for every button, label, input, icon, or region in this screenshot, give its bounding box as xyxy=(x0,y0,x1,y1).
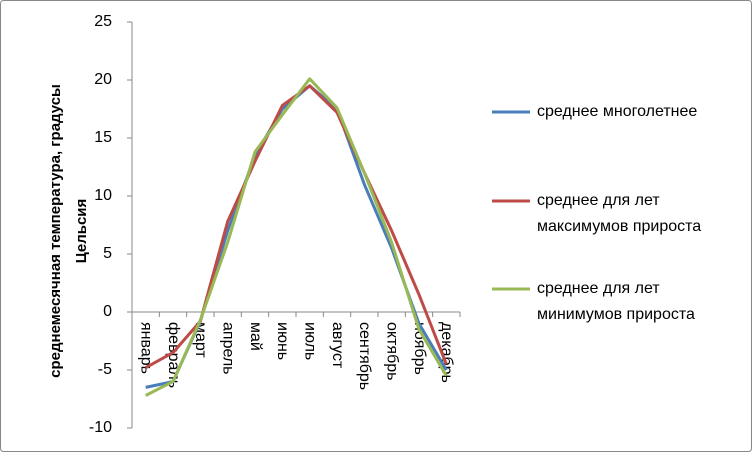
y-tick-label: -5 xyxy=(98,361,112,378)
x-tick-label: май xyxy=(247,322,264,351)
y-tick-label: 25 xyxy=(94,13,112,30)
y-tick-label: -10 xyxy=(89,419,112,436)
y-tick-label: 10 xyxy=(94,187,112,204)
x-tick-label: январь xyxy=(137,322,154,374)
y-tick-label: 5 xyxy=(103,245,112,262)
x-tick-label: июнь xyxy=(274,322,291,360)
x-tick-label: сентябрь xyxy=(356,322,373,390)
y-tick-label: 15 xyxy=(94,129,112,146)
y-tick-label: 0 xyxy=(103,303,112,320)
legend-label: среднее для лет максимумов прироста xyxy=(537,192,702,235)
series-line xyxy=(144,77,448,397)
legend-label: среднее многолетнее xyxy=(537,103,698,120)
legend-label: среднее для лет минимумов прироста xyxy=(537,280,695,323)
y-tick-label: 20 xyxy=(94,71,112,88)
x-tick-label: август xyxy=(329,322,346,369)
x-tick-label: октябрь xyxy=(383,322,400,380)
y-axis-title: среднемесячная температура, градусы Цель… xyxy=(47,84,90,378)
x-tick-label: июль xyxy=(301,322,318,360)
x-tick-label: апрель xyxy=(219,322,236,375)
